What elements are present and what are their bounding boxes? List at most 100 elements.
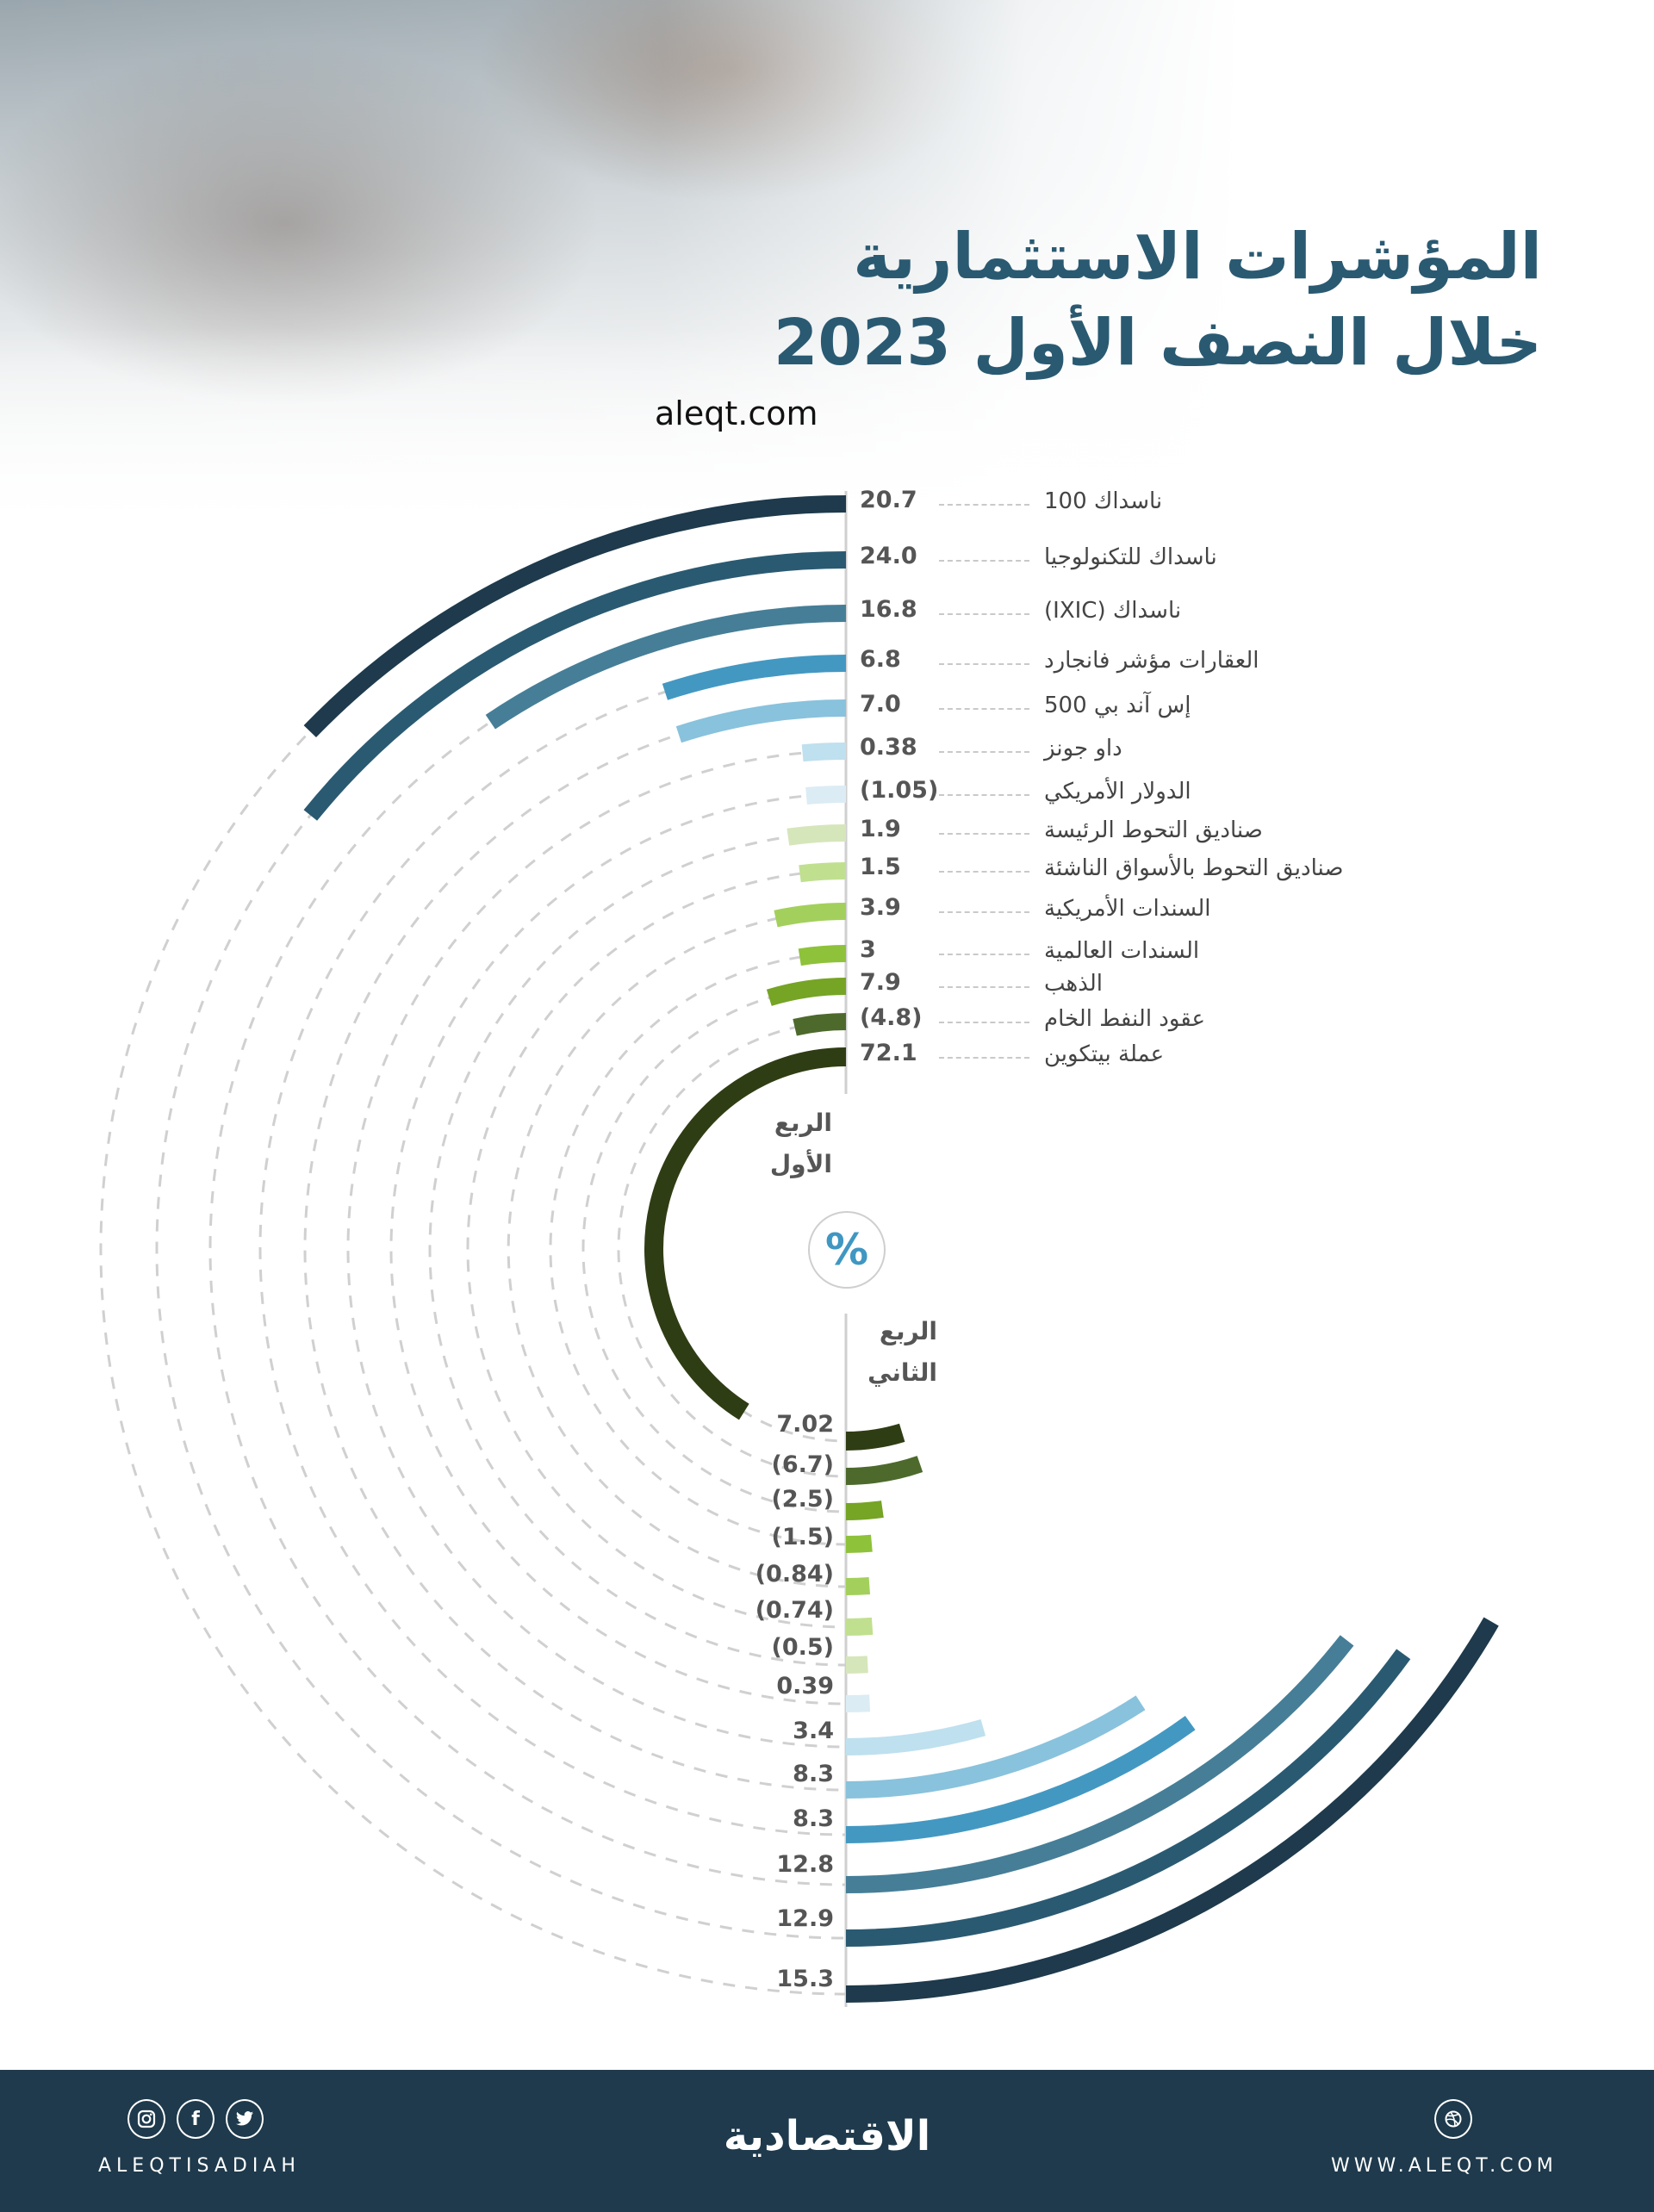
site-url: aleqt.com xyxy=(655,395,818,432)
guide-ring xyxy=(507,910,847,1588)
q2-value: 12.8 xyxy=(776,1851,834,1878)
twitter-icon[interactable] xyxy=(226,2099,264,2139)
q1-value: 7.9 xyxy=(860,969,901,996)
leader-line xyxy=(939,871,1029,873)
category-label: إس آند بي 500 xyxy=(1044,693,1191,718)
category-label: الذهب xyxy=(1044,971,1104,997)
q2-bar-arc xyxy=(845,1718,986,1755)
leader-line xyxy=(939,1022,1029,1023)
q1-bar-arc xyxy=(799,862,847,883)
q1-bar-arc xyxy=(662,655,847,700)
leader-line xyxy=(939,794,1029,796)
q1-bar-arc xyxy=(303,495,847,738)
category-label: داو جونز xyxy=(1044,736,1122,761)
q1-value: 0.38 xyxy=(860,734,917,761)
leader-line xyxy=(939,986,1029,988)
q1-bar-arc xyxy=(774,903,847,928)
category-label: السندات العالمية xyxy=(1044,938,1200,964)
q1-value: 1.9 xyxy=(860,816,901,842)
q2-value: 3.4 xyxy=(793,1718,834,1744)
leader-line xyxy=(939,504,1029,506)
guide-ring xyxy=(549,952,847,1546)
q2-bar-arc xyxy=(845,1617,1499,2003)
q1-bar-arc xyxy=(644,1047,847,1420)
q1-value: 24.0 xyxy=(860,543,917,569)
category-label: الدولار الأمريكي xyxy=(1044,779,1191,805)
q2-bar-arc xyxy=(845,1694,871,1713)
instagram-icon[interactable] xyxy=(127,2099,165,2139)
guide-ring xyxy=(99,502,847,1996)
q1-label: الربع الأول xyxy=(769,1109,832,1178)
guide-ring xyxy=(258,662,847,1836)
leader-line xyxy=(939,708,1029,710)
q1-bar-arc xyxy=(787,824,847,846)
guide-ring xyxy=(466,869,847,1629)
q2-bar-arc xyxy=(845,1456,923,1485)
q1-value: 7.0 xyxy=(860,691,901,718)
q2-value: (6.7) xyxy=(771,1451,834,1478)
q2-value: 0.39 xyxy=(776,1673,834,1699)
q2-bar-arc xyxy=(845,1695,1146,1799)
q1-value: 6.8 xyxy=(860,646,901,673)
category-label: ناسداك (IXIC) xyxy=(1044,598,1182,624)
q1-value: (1.05) xyxy=(860,777,939,804)
q2-bar-arc xyxy=(845,1656,868,1674)
brand-logo: الاقتصادية xyxy=(723,2112,931,2160)
leader-line xyxy=(939,663,1029,665)
category-label: عقود النفط الخام xyxy=(1044,1006,1205,1032)
leader-line xyxy=(939,613,1029,615)
q2-value: (2.5) xyxy=(771,1486,834,1513)
leader-line xyxy=(939,560,1029,562)
leader-line xyxy=(939,911,1029,913)
q2-value: (0.84) xyxy=(755,1561,834,1588)
q1-bar-arc xyxy=(805,785,847,805)
facebook-icon[interactable]: f xyxy=(177,2099,215,2139)
dribbble-globe-icon[interactable] xyxy=(1434,2099,1472,2139)
q2-bar-arc xyxy=(845,1635,1354,1893)
q2-bar-arc xyxy=(845,1649,1411,1947)
q1-value: 3 xyxy=(860,936,876,963)
title-line-1: المؤشرات الاستثمارية xyxy=(853,220,1542,294)
q2-bar-arc xyxy=(845,1617,874,1636)
footer xyxy=(0,2070,1654,2212)
leader-line xyxy=(939,833,1029,835)
category-label: العقارات مؤشر فانجارد xyxy=(1044,648,1259,674)
q1-bar-arc xyxy=(798,944,847,966)
q1-bar-arc xyxy=(793,1013,847,1036)
q1-bar-arc xyxy=(801,743,847,762)
q2-value: 15.3 xyxy=(776,1966,834,1992)
guide-ring xyxy=(303,706,847,1792)
q2-value: 8.3 xyxy=(793,1805,834,1832)
q1-value: 72.1 xyxy=(860,1040,917,1066)
page-title: المؤشرات الاستثمارية خلال النصف الأول 20… xyxy=(774,214,1542,386)
leader-line xyxy=(939,1057,1029,1059)
guide-ring xyxy=(346,749,847,1749)
title-line-2: خلال النصف الأول 2023 xyxy=(773,306,1542,380)
q2-label: الربع الثاني xyxy=(867,1317,937,1387)
q1-value: 3.9 xyxy=(860,894,901,921)
category-label: عملة بيتكوين xyxy=(1044,1041,1165,1067)
q1-value: 1.5 xyxy=(860,854,901,880)
q2-value: (1.5) xyxy=(771,1524,834,1550)
q1-bar-arc xyxy=(675,699,847,743)
q2-value: (0.5) xyxy=(771,1634,834,1661)
q2-value: 7.02 xyxy=(776,1411,834,1438)
guide-ring xyxy=(389,792,847,1706)
leader-line xyxy=(939,954,1029,955)
category-label: ناسداك للتكنولوجيا xyxy=(1044,544,1217,570)
q2-value: (0.74) xyxy=(755,1597,834,1624)
social-handle[interactable]: ALEQTISADIAH xyxy=(98,2155,301,2177)
social-links: f xyxy=(127,2099,264,2139)
q2-bar-arc xyxy=(845,1501,884,1520)
q2-bar-arc xyxy=(845,1423,905,1451)
q1-bar-arc xyxy=(303,551,847,821)
website-link[interactable]: WWW.ALEQT.COM xyxy=(1331,2155,1558,2177)
q1-value: 20.7 xyxy=(860,487,917,513)
q2-bar-arc xyxy=(845,1577,871,1595)
category-label: ناسداك 100 xyxy=(1044,488,1163,514)
q1-bar-arc xyxy=(485,605,847,730)
percent-badge: % xyxy=(808,1211,886,1289)
guide-ring xyxy=(428,831,847,1667)
q2-value: 12.9 xyxy=(776,1905,834,1932)
leader-line xyxy=(939,751,1029,753)
